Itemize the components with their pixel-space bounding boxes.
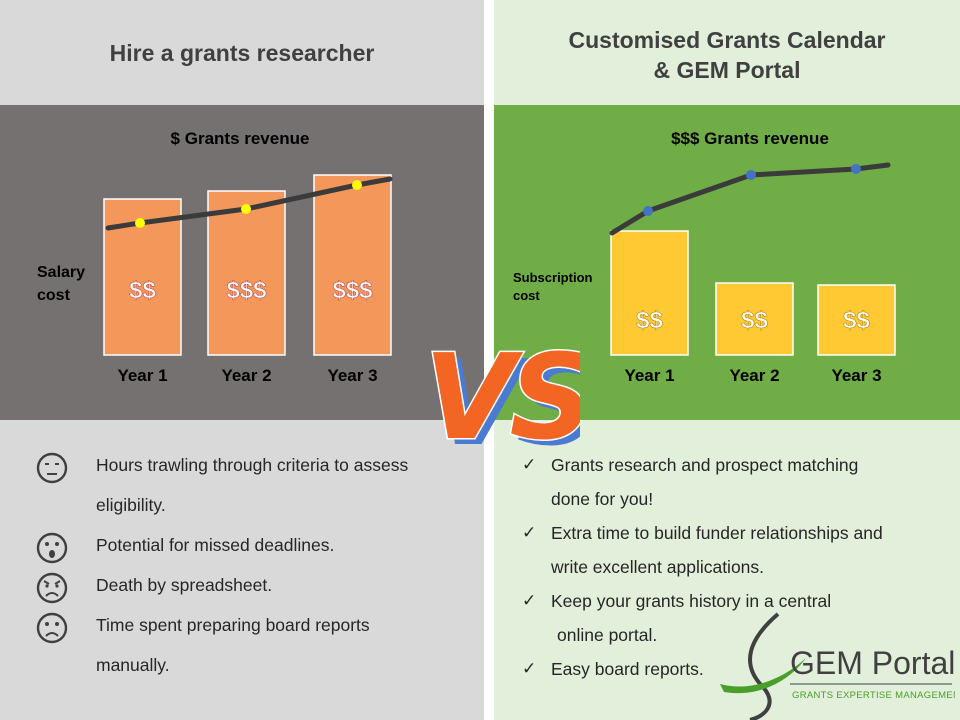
vs-text: VS [424, 328, 580, 458]
right-heading-line1: Customised Grants Calendar [568, 27, 886, 53]
bar-value-label: $$$ [332, 277, 373, 304]
left-bullet-item: Hours trawling through criteria to asses… [36, 448, 476, 522]
bullet-line: Keep your grants history in a central [551, 591, 832, 611]
right-bullet-list: ✓ Grants research and prospect matching do… [522, 448, 952, 686]
chart-title: $ Grants revenue [171, 129, 310, 148]
left-bullet-item: Death by spreadsheet. [36, 568, 476, 604]
vs-graphic: VS VS [423, 327, 581, 459]
bullet-line: Extra time to build funder relationships… [551, 523, 883, 543]
checkmark-icon: ✓ [522, 659, 537, 678]
y-axis-label: Salary [37, 264, 85, 281]
y-axis-label: cost [513, 288, 540, 303]
bullet-line: Time spent preparing board reports [96, 615, 370, 635]
y-axis-label: Subscription [513, 270, 593, 285]
logo-tagline: GRANTS EXPERTISE MANAGEMENT [792, 690, 955, 701]
right-heading: Customised Grants Calendar & GEM Portal [494, 25, 960, 85]
bar [610, 230, 689, 356]
x-tick-label: Year 3 [327, 366, 377, 385]
right-bullet-item: ✓ Extra time to build funder relationship… [522, 516, 952, 584]
bullet-line: write excellent applications. [551, 557, 765, 577]
bullet-line: done for you! [551, 489, 654, 509]
bullet-line: Easy board reports. [551, 659, 704, 679]
checkmark-icon: ✓ [522, 523, 537, 542]
sad-face-icon [36, 612, 68, 644]
bar-value-label: $$ [843, 307, 870, 334]
bar-value-label: $$ [741, 307, 768, 334]
bar-value-label: $$ [129, 277, 156, 304]
left-bullet-item: Time spent preparing board reports manual… [36, 608, 476, 682]
x-tick-label: Year 2 [221, 366, 271, 385]
bullet-line: Hours trawling through criteria to asses… [96, 455, 409, 475]
bar [817, 284, 896, 356]
x-tick-label: Year 1 [624, 366, 674, 385]
y-axis-label: cost [37, 287, 71, 304]
bar [313, 174, 392, 356]
checkmark-icon: ✓ [522, 591, 537, 610]
trend-point [135, 218, 145, 228]
neutral-face-icon [36, 452, 68, 484]
trend-point [352, 180, 362, 190]
left-chart-svg: $ Grants revenue Salary cost $$ Year 1 $$$ Yea… [37, 129, 393, 385]
right-chart-svg: $$$ Grants revenue Subscription cost $$ Year… [513, 129, 896, 385]
right-bullet-item: ✓ Grants research and prospect matching do… [522, 448, 952, 516]
trend-point [851, 164, 861, 174]
bar-value-label: $$ [636, 307, 663, 334]
bullet-line: Grants research and prospect matching [551, 455, 859, 475]
right-bullet-item: ✓ Easy board reports. [522, 652, 952, 686]
logo-swirl-green [720, 658, 806, 694]
trend-point [241, 204, 251, 214]
bullet-line: online portal. [557, 625, 658, 645]
bar-value-label: $$$ [226, 277, 267, 304]
bullet-line: Death by spreadsheet. [96, 575, 273, 595]
bullet-line: Potential for missed deadlines. [96, 535, 335, 555]
bar [715, 282, 794, 356]
logo-name: GEM Portal [790, 645, 955, 681]
angry-face-icon [36, 572, 68, 604]
x-tick-label: Year 2 [729, 366, 779, 385]
right-chart: $$$ Grants revenue Subscription cost $$ Year… [494, 105, 960, 420]
left-bullet-list: Hours trawling through criteria to asses… [36, 448, 476, 688]
vs-shadow: VS [431, 334, 580, 458]
trend-point [746, 170, 756, 180]
x-tick-label: Year 3 [831, 366, 881, 385]
x-tick-label: Year 1 [117, 366, 167, 385]
left-bullet-item: Potential for missed deadlines. [36, 528, 476, 564]
bar [207, 190, 286, 356]
chart-title: $$$ Grants revenue [671, 129, 829, 148]
gem-portal-logo: GEM Portal GRANTS EXPERTISE MANAGEMENT [720, 612, 955, 720]
checkmark-icon: ✓ [522, 455, 537, 474]
surprised-face-icon [36, 532, 68, 564]
right-bullet-item: ✓ Keep your grants history in a central on… [522, 584, 952, 652]
trend-point [643, 206, 653, 216]
bullet-line: manually. [96, 655, 170, 675]
left-heading: Hire a grants researcher [109, 40, 375, 66]
left-chart: $ Grants revenue Salary cost $$ Year 1 $$$ Yea… [0, 105, 484, 420]
bullet-line: eligibility. [96, 495, 166, 515]
logo-swirl-dark [748, 612, 780, 720]
right-heading-line2: & GEM Portal [653, 57, 801, 83]
